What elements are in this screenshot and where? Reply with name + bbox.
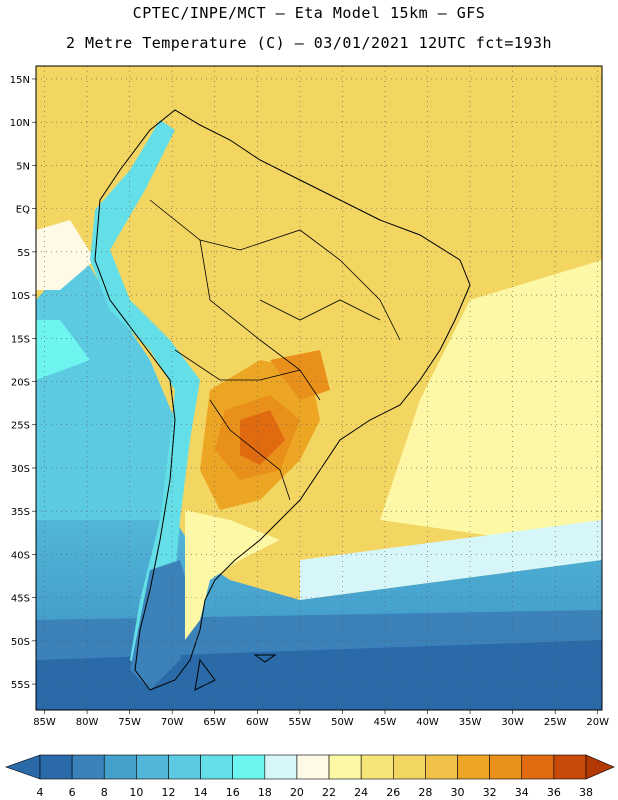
colorbar-label: 24 (354, 786, 368, 799)
lat-label: 50S (11, 637, 30, 648)
colorbar-label: 8 (101, 786, 108, 799)
lat-label: 30S (11, 464, 30, 475)
colorbar-swatch (521, 754, 555, 780)
lon-label: 75W (118, 717, 141, 728)
colorbar-label: 34 (515, 786, 529, 799)
colorbar-swatch (553, 754, 587, 780)
colorbar-label: 20 (290, 786, 304, 799)
colorbar-swatch (200, 754, 234, 780)
colorbar-label: 26 (386, 786, 400, 799)
lon-label: 20W (586, 717, 609, 728)
colorbar-swatch (136, 754, 169, 780)
lon-label: 45W (374, 717, 397, 728)
lat-label: 5N (16, 161, 30, 172)
lon-label: 65W (203, 717, 226, 728)
lon-label: 55W (289, 717, 312, 728)
colorbar-swatch (457, 754, 490, 780)
colorbar-label: 6 (69, 786, 76, 799)
lon-label: 30W (501, 717, 524, 728)
colorbar-swatch (168, 754, 201, 780)
lat-label: 5S (17, 248, 30, 259)
lat-label: 20S (11, 378, 30, 389)
lat-label: 15N (10, 75, 30, 86)
lat-label: 25S (11, 421, 30, 432)
colorbar-label: 32 (483, 786, 497, 799)
colorbar-label: 30 (451, 786, 465, 799)
latitude-labels: 15N 10N 5N EQ 5S 10S 15S 20S 25S 30S 35S 40S 45S 50S 5… (10, 75, 30, 691)
lat-label: 55S (11, 680, 30, 691)
longitude-labels: 85W 80W 75W 70W 65W 60W 55W 50W 45W 40W 35W 30W 25W 2… (33, 717, 609, 728)
title-line-2: 2 Metre Temperature (C) – 03/01/2021 12U… (65, 34, 553, 52)
colorbar-swatch (360, 754, 394, 780)
colorbar-swatch (489, 754, 523, 780)
lon-label: 85W (33, 717, 56, 728)
map-frame (35, 65, 603, 711)
colorbar-swatch (232, 754, 266, 780)
colorbar-swatch (392, 754, 426, 780)
lon-label: 80W (76, 717, 99, 728)
lat-label: 35S (11, 507, 30, 518)
colorbar-swatch (264, 754, 298, 780)
colorbar-label: 38 (579, 786, 593, 799)
lat-label: 45S (11, 594, 30, 605)
colorbar-swatch (425, 754, 458, 780)
lon-label: 70W (161, 717, 184, 728)
lat-lon-grid (32, 66, 602, 714)
colorbar-swatch (296, 754, 330, 780)
temperature-field (36, 66, 602, 710)
colorbar-swatch (103, 754, 137, 780)
colorbar-swatch (328, 754, 362, 780)
lon-label: 25W (544, 717, 567, 728)
color-scale: 4 6 8 10 12 14 16 18 20 22 24 26 28 30 32 34 36 38 (5, 754, 615, 799)
lon-label: 35W (459, 717, 482, 728)
lon-label: 60W (246, 717, 269, 728)
colorbar-right-arrow (585, 754, 615, 780)
lat-label: 15S (11, 334, 30, 345)
colorbar-label: 18 (258, 786, 272, 799)
country-borders (149, 199, 401, 501)
colorbar-label: 4 (37, 786, 44, 799)
colorbar-label: 16 (226, 786, 240, 799)
colorbar-label: 10 (129, 786, 143, 799)
lon-label: 50W (331, 717, 354, 728)
lon-label: 40W (416, 717, 439, 728)
lat-label: 10N (10, 118, 30, 129)
lat-label: 40S (11, 550, 30, 561)
colorbar-label: 36 (547, 786, 561, 799)
colorbar-label: 12 (161, 786, 175, 799)
colorbar-label: 28 (418, 786, 432, 799)
colorbar-swatch (71, 754, 105, 780)
lat-label: 10S (11, 291, 30, 302)
colorbar-label: 14 (194, 786, 208, 799)
colorbar-swatch (39, 754, 73, 780)
colorbar-label: 22 (322, 786, 336, 799)
coastlines (94, 109, 471, 691)
title-line-1: CPTEC/INPE/MCT – Eta Model 15km – GFS (132, 4, 486, 22)
lat-label: EQ (16, 205, 30, 216)
colorbar-left-arrow (5, 754, 41, 780)
